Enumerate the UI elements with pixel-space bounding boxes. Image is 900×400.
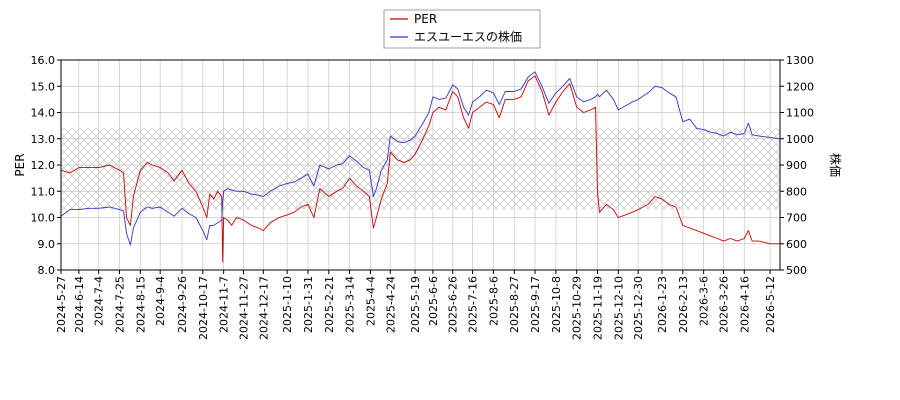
per-series-line	[61, 75, 780, 263]
legend-box	[383, 9, 541, 49]
x-tick-label: 2024-7-25	[114, 276, 127, 333]
left-y-tick-label: 14.0	[31, 107, 56, 120]
series-lines	[61, 71, 780, 263]
x-tick-label: 2025-4-4	[364, 276, 377, 326]
right-y-tick-label: 900	[786, 159, 807, 172]
x-tick-label: 2025-8-6	[487, 276, 500, 326]
x-tick-label: 2025-7-16	[467, 276, 480, 333]
x-tick-label: 2024-8-15	[134, 276, 147, 333]
left-y-tick-label: 11.0	[31, 185, 56, 198]
x-tick-label: 2024-12-17	[257, 276, 270, 340]
right-y-tick-label: 700	[786, 212, 807, 225]
right-y-axis: 500 600 700 800 900 1000 1100 1200 1300	[780, 54, 814, 277]
left-y-tick-label: 15.0	[31, 80, 56, 93]
left-y-tick-label: 9.0	[38, 238, 56, 251]
legend-label-per: PER	[414, 12, 437, 26]
x-tick-label: 2024-11-27	[237, 276, 250, 340]
right-y-tick-label: 1200	[786, 80, 814, 93]
x-tick-label: 2025-5-19	[409, 276, 422, 333]
legend: PER エスユーエスの株価	[383, 9, 541, 49]
left-y-tick-label: 10.0	[31, 212, 56, 225]
right-y-tick-label: 600	[786, 238, 807, 251]
x-tick-label: 2024-9-4	[154, 276, 167, 326]
x-tick-label: 2025-2-21	[323, 276, 336, 333]
price-series-line	[61, 71, 780, 246]
x-tick-label: 2024-6-14	[73, 276, 86, 333]
right-y-tick-label: 1000	[786, 133, 814, 146]
x-tick-label: 2026-4-16	[738, 276, 751, 333]
x-tick-label: 2024-10-17	[197, 276, 210, 340]
x-tick-label: 2025-1-10	[281, 276, 294, 333]
left-y-tick-label: 12.0	[31, 159, 56, 172]
x-axis: 2024-5-27 2024-6-14 2024-7-4 2024-7-25 2024-…	[55, 270, 777, 340]
x-tick-label: 2024-11-7	[218, 276, 231, 333]
x-tick-label: 2024-5-27	[55, 276, 68, 333]
x-tick-label: 2026-5-12	[764, 276, 777, 333]
right-y-tick-label: 800	[786, 185, 807, 198]
x-tick-label: 2025-4-24	[384, 276, 397, 333]
x-tick-label: 2025-11-19	[592, 276, 605, 340]
legend-label-price: エスユーエスの株価	[414, 29, 522, 44]
left-y-axis-title: PER	[13, 153, 27, 176]
shaded-band	[61, 128, 780, 210]
right-y-tick-label: 1300	[786, 54, 814, 67]
left-y-axis: 8.0 9.0 10.0 11.0 12.0 13.0 14.0 15.0 16.0	[31, 54, 61, 277]
x-tick-label: 2026-2-13	[677, 276, 690, 333]
left-y-tick-label: 16.0	[31, 54, 56, 67]
x-tick-label: 2025-12-10	[612, 276, 625, 340]
x-tick-label: 2025-6-6	[427, 276, 440, 326]
x-tick-label: 2026-3-26	[717, 276, 730, 333]
right-y-axis-title: 株価	[828, 153, 843, 177]
right-y-tick-label: 500	[786, 264, 807, 277]
left-y-tick-label: 8.0	[38, 264, 56, 277]
x-tick-label: 2024-9-26	[176, 276, 189, 333]
x-tick-label: 2025-3-14	[344, 276, 357, 333]
x-tick-label: 2025-12-30	[632, 276, 645, 340]
x-tick-label: 2026-1-23	[656, 276, 669, 333]
x-tick-label: 2025-1-31	[302, 276, 315, 333]
right-y-tick-label: 1100	[786, 107, 814, 120]
x-tick-label: 2026-3-6	[698, 276, 711, 326]
left-y-tick-label: 13.0	[31, 133, 56, 146]
x-tick-label: 2025-9-17	[529, 276, 542, 333]
x-tick-label: 2025-6-26	[447, 276, 460, 333]
x-tick-label: 2025-8-27	[508, 276, 521, 333]
x-tick-label: 2025-10-8	[550, 276, 563, 333]
x-tick-label: 2025-10-29	[571, 276, 584, 340]
x-tick-label: 2024-7-4	[93, 276, 106, 326]
